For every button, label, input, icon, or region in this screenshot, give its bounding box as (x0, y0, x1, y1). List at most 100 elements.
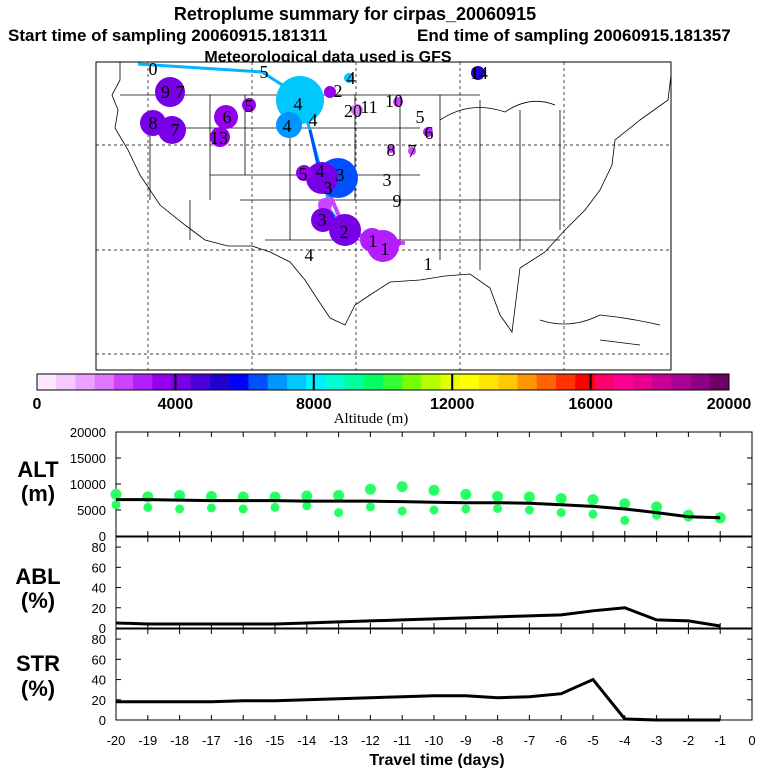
day-label: 3 (318, 210, 327, 230)
plume-marker (329, 214, 361, 246)
day-label: 10 (385, 91, 403, 111)
altitude-dot (396, 481, 408, 493)
x-tick-label: -9 (460, 733, 472, 748)
colorbar-tick-label: 4000 (158, 396, 194, 413)
colorbar-cell (575, 374, 595, 390)
colorbar-cells (37, 374, 730, 390)
altitude-dot (428, 484, 440, 496)
day-label: 4 (316, 161, 325, 181)
x-tick-label: -20 (107, 733, 126, 748)
altitude-dot (111, 500, 121, 510)
altitude-dot (206, 503, 216, 513)
day-label: 4 (283, 116, 292, 136)
plume-marker (210, 127, 230, 147)
day-labels: 0 5 9 7 8 7 6 13 5 4 4 2 4 4 20 11 10 5 … (149, 59, 489, 274)
altitude-dot (555, 493, 567, 505)
colorbar-cell (56, 374, 76, 390)
y-tick-label: 20000 (70, 425, 106, 440)
altitude-dot (620, 515, 630, 525)
abl-line (115, 606, 721, 628)
x-tick-label: -18 (170, 733, 189, 748)
x-tick-label: -13 (329, 733, 348, 748)
day-label: 7 (408, 141, 417, 161)
colorbar-tick-label: 16000 (568, 396, 613, 413)
colorbar-cell (613, 374, 634, 390)
colorbar-cell (383, 374, 403, 390)
abl-panel-unit: (%) (21, 588, 55, 613)
colorbar-cell (402, 374, 422, 390)
day-label: 8 (387, 140, 396, 160)
altitude-dot (588, 509, 598, 519)
colorbar-ticks: 0 4000 8000 12000 16000 20000 (33, 374, 751, 413)
day-label: 4 (294, 94, 303, 114)
altitude-colorbar: 0 4000 8000 12000 16000 20000 Altitude (m) (33, 373, 751, 427)
x-tick-label: -8 (492, 733, 504, 748)
day-label: 9 (393, 191, 402, 211)
colorbar-cell (517, 374, 538, 390)
altitude-dot (270, 502, 280, 512)
colorbar-cell (671, 374, 692, 390)
plume-markers (140, 66, 485, 262)
colorbar-cell (594, 374, 615, 390)
colorbar-tick-label: 0 (33, 396, 42, 413)
altitude-dot (461, 504, 471, 514)
x-tick-label: -14 (297, 733, 316, 748)
plume-marker (311, 208, 335, 232)
x-tick-label: -11 (393, 733, 411, 748)
colorbar-cell (190, 374, 211, 390)
altitude-dot (301, 490, 313, 502)
day-label: 8 (149, 113, 158, 133)
colorbar-cell (344, 374, 365, 390)
altitude-dot (556, 508, 566, 518)
plume-marker (367, 230, 399, 262)
day-label: 1 (424, 254, 433, 274)
colorbar-cell (652, 374, 672, 390)
x-tick-label: -5 (587, 733, 599, 748)
altitude-dot (174, 489, 186, 501)
altitude-dot (619, 498, 631, 510)
colorbar-cell (306, 374, 326, 390)
day-label: 6 (223, 107, 232, 127)
y-tick-label: 5000 (77, 503, 106, 518)
x-tick-label: -4 (619, 733, 631, 748)
y-tick-label: 40 (92, 581, 106, 596)
x-tick-label: -15 (266, 733, 285, 748)
str-panel-unit: (%) (21, 676, 55, 701)
altitude-dot (429, 505, 439, 515)
colorbar-cell (440, 374, 461, 390)
day-label: 7 (176, 82, 185, 102)
altitude-dot (364, 483, 376, 495)
y-tick-label: 15000 (70, 451, 106, 466)
y-tick-label: 20 (92, 601, 106, 616)
plume-marker (306, 162, 338, 194)
panel-frame (115, 536, 753, 629)
day-label: 1 (381, 239, 390, 259)
plume-marker (408, 147, 416, 155)
day-label: 7 (171, 120, 180, 140)
plume-marker (296, 165, 312, 181)
colorbar-cell (690, 374, 711, 390)
figure-title: Retroplume summary for cirpas_20060915 (174, 4, 536, 24)
altitude-dot (587, 494, 599, 506)
x-tick-label: 0 (748, 733, 755, 748)
plume-marker (158, 116, 186, 144)
colorbar-cell (229, 374, 249, 390)
x-tick-label: -12 (361, 733, 380, 748)
plume-marker (344, 73, 354, 83)
day-label: 2 (340, 222, 349, 242)
day-label: 5 (245, 96, 254, 116)
y-tick-label: 0 (99, 713, 106, 728)
plume-marker (214, 105, 238, 129)
colorbar-title: Altitude (m) (334, 411, 409, 427)
colorbar-cell (210, 374, 230, 390)
altitude-dot (175, 504, 185, 514)
altitude-mean-line (116, 498, 721, 520)
y-tick-label: 20 (92, 693, 106, 708)
time-series-panels: 20000150001000050000806040200806040200-2… (70, 425, 756, 748)
panel-frame (115, 628, 753, 721)
altitude-dot (334, 508, 344, 518)
x-tick-label: -16 (234, 733, 253, 748)
x-axis-title: Travel time (days) (369, 752, 504, 768)
colorbar-cell (556, 374, 576, 390)
altitude-dot (302, 501, 312, 511)
